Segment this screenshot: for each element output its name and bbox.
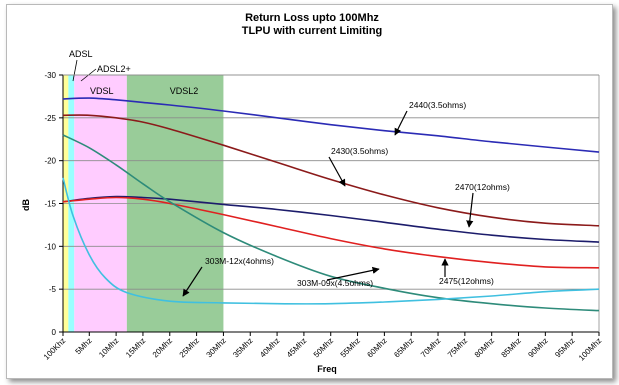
- annotation-arrow: [326, 266, 380, 281]
- band-label: VDSL: [90, 86, 114, 96]
- x-tick-label: 55Mhz: [339, 336, 362, 359]
- annotation-label: 2440(3.5ohms): [409, 100, 466, 110]
- x-tick-label: 75Mhz: [446, 336, 469, 359]
- x-tick-label: 100Khz: [42, 336, 68, 362]
- series-line-303m-12x-4ohms: [62, 177, 600, 305]
- chart-frame: Return Loss upto 100Mhz TLPU with current…: [6, 4, 613, 379]
- x-tick-label: 85Mhz: [500, 336, 523, 359]
- series-line-2475-12ohms: [62, 196, 600, 269]
- series-line-303m-09x-4-5ohms: [62, 134, 600, 312]
- x-tick-label: 10Mhz: [97, 336, 120, 359]
- annotation-label: 2475(12ohms): [439, 276, 494, 286]
- band-label: ADSL2+: [97, 64, 131, 74]
- y-tick-label: -30: [44, 71, 56, 80]
- series-line-2430-3-5ohms: [62, 114, 600, 227]
- x-tick-label: 5Mhz: [74, 336, 94, 356]
- chart-title-line: Return Loss upto 100Mhz: [245, 12, 379, 24]
- annotation-label: 303M-12x(4ohms): [205, 256, 274, 266]
- x-tick-label: 35Mhz: [231, 336, 254, 359]
- series-line-2470-12ohms: [62, 195, 600, 243]
- band-label: VDSL2: [170, 86, 199, 96]
- x-tick-label: 45Mhz: [285, 336, 308, 359]
- x-tick-label: 90Mhz: [526, 336, 549, 359]
- annotation-arrow: [182, 266, 203, 297]
- x-tick-label: 25Mhz: [178, 336, 201, 359]
- x-tick-label: 100Mhz: [577, 336, 603, 362]
- annotation-arrow: [328, 156, 346, 187]
- x-tick-label: 50Mhz: [312, 336, 335, 359]
- leader-line: [72, 59, 78, 82]
- x-tick-label: 60Mhz: [365, 336, 388, 359]
- y-axis-label: dB: [21, 199, 31, 211]
- y-tick-label: -15: [44, 200, 56, 209]
- x-axis-label: Freq: [317, 364, 337, 374]
- annotation-arrow: [394, 110, 408, 136]
- y-tick-label: 0: [52, 328, 57, 337]
- annotation-arrow: [466, 192, 474, 228]
- x-tick-label: 40Mhz: [258, 336, 281, 359]
- series-line-2440-3-5ohms: [62, 97, 600, 153]
- x-tick-label: 15Mhz: [124, 336, 147, 359]
- x-tick-label: 95Mhz: [553, 336, 576, 359]
- x-tick-label: 70Mhz: [419, 336, 442, 359]
- band-label: ADSL: [69, 49, 93, 59]
- chart-title-line: TLPU with current Limiting: [242, 25, 383, 37]
- annotation-label: 303M-09x(4.5ohms): [297, 278, 373, 288]
- series-annotations: 2440(3.5ohms) 2430(3.5ohms) 2470(12ohms) 24…: [182, 100, 510, 297]
- y-tick-label: -20: [44, 157, 56, 166]
- y-tick-label: -10: [44, 242, 56, 251]
- y-tick-label: -5: [49, 285, 57, 294]
- x-tick-label: 80Mhz: [473, 336, 496, 359]
- annotation-label: 2430(3.5ohms): [331, 146, 388, 156]
- annotation-label: 2470(12ohms): [455, 182, 510, 192]
- x-tick-label: 20Mhz: [151, 336, 174, 359]
- data-series: [62, 97, 600, 312]
- x-tick-label: 30Mhz: [204, 336, 227, 359]
- x-tick-label: 65Mhz: [392, 336, 415, 359]
- y-tick-label: -25: [44, 114, 56, 123]
